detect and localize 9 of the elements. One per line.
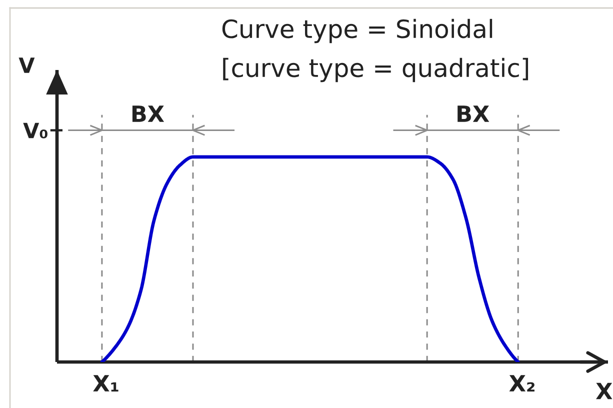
chart-title: Curve type = Sinoidal	[222, 18, 492, 44]
x-tick-label: X₂	[509, 375, 534, 392]
y-axis-title: V	[18, 58, 35, 73]
x-axis-title: X	[596, 382, 612, 400]
chart-subtitle: [curve type = quadratic]	[223, 58, 528, 82]
text: BX	[132, 106, 164, 122]
text: BX	[458, 106, 490, 122]
ref-line-label: V₀	[23, 122, 48, 138]
x-tick-label: X₁	[93, 375, 118, 392]
